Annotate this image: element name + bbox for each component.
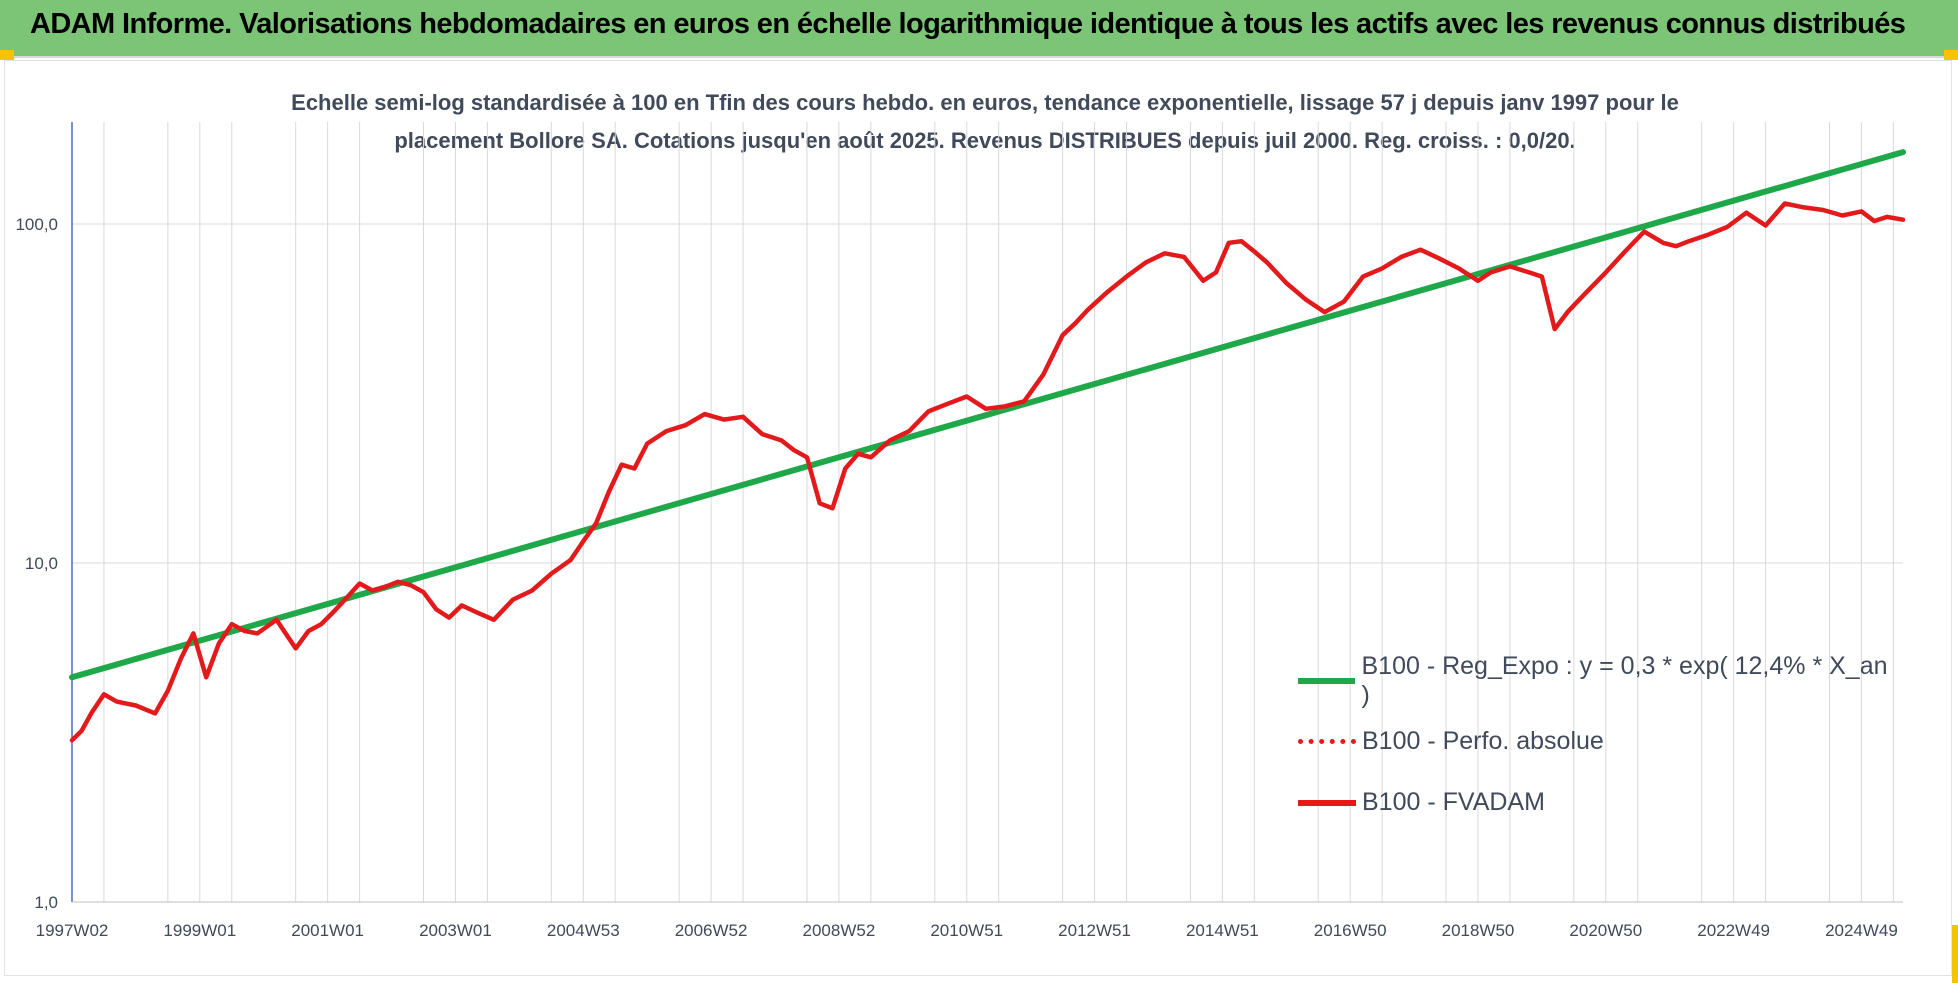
x-tick-label: 2012W51 (1058, 921, 1131, 940)
chart-title: Echelle semi-log standardisée à 100 en T… (240, 84, 1730, 160)
x-tick-label: 2014W51 (1186, 921, 1259, 940)
x-tick-label: 1999W01 (163, 921, 236, 940)
legend-label-regression: B100 - Reg_Expo : y = 0,3 * exp( 12,4% *… (1361, 651, 1888, 709)
x-tick-label: 2004W53 (547, 921, 620, 940)
tick-labels: 1,0 10,0 100,0 1997W02 1999W01 2001W01 2003W01… (15, 215, 1897, 940)
legend-label-fvadam: B100 - FVADAM (1362, 788, 1545, 816)
chart-frame (4, 60, 1952, 976)
x-tick-label: 2024W49 (1825, 921, 1898, 940)
chart-title-line-2: placement Bollore SA. Cotations jusqu'en… (394, 128, 1576, 153)
corner-marker-top-left (0, 50, 14, 60)
perfo-swatch-icon (1298, 739, 1356, 744)
x-tick-label: 2022W49 (1697, 921, 1770, 940)
gridlines (71, 122, 1903, 903)
y-tick-label: 100,0 (15, 215, 58, 234)
x-tick-label: 2006W52 (675, 921, 748, 940)
x-tick-label: 2018W50 (1442, 921, 1515, 940)
axes (71, 122, 1903, 903)
corner-marker-top-right (1944, 50, 1958, 60)
x-tick-label: 2010W51 (930, 921, 1003, 940)
x-tick-label: 2008W52 (803, 921, 876, 940)
title-banner: ADAM Informe. Valorisations hebdomadaire… (0, 0, 1958, 58)
x-tick-label: 2001W01 (291, 921, 364, 940)
legend-item-perfo: B100 - Perfo. absolue (1298, 711, 1898, 772)
corner-marker-bottom-right (1952, 925, 1958, 983)
fvadam-swatch-icon (1298, 799, 1356, 806)
legend-item-regression: B100 - Reg_Expo : y = 0,3 * exp( 12,4% *… (1298, 650, 1898, 711)
series-lines (69, 149, 1906, 743)
report-title: ADAM Informe. Valorisations hebdomadaire… (30, 8, 1906, 40)
y-tick-label: 10,0 (25, 554, 58, 573)
chart-title-line-1: Echelle semi-log standardisée à 100 en T… (291, 90, 1679, 115)
x-tick-label: 1997W02 (36, 921, 109, 940)
x-tick-label: 2016W50 (1314, 921, 1387, 940)
x-tick-label: 2003W01 (419, 921, 492, 940)
legend-label-perfo: B100 - Perfo. absolue (1362, 727, 1604, 755)
legend-item-fvadam: B100 - FVADAM (1298, 772, 1898, 833)
regression-swatch-icon (1298, 677, 1356, 684)
y-tick-label: 1,0 (34, 893, 58, 912)
legend: B100 - Reg_Expo : y = 0,3 * exp( 12,4% *… (1298, 650, 1898, 833)
series-line-solid-red (69, 201, 1906, 743)
x-tick-label: 2020W50 (1569, 921, 1642, 940)
